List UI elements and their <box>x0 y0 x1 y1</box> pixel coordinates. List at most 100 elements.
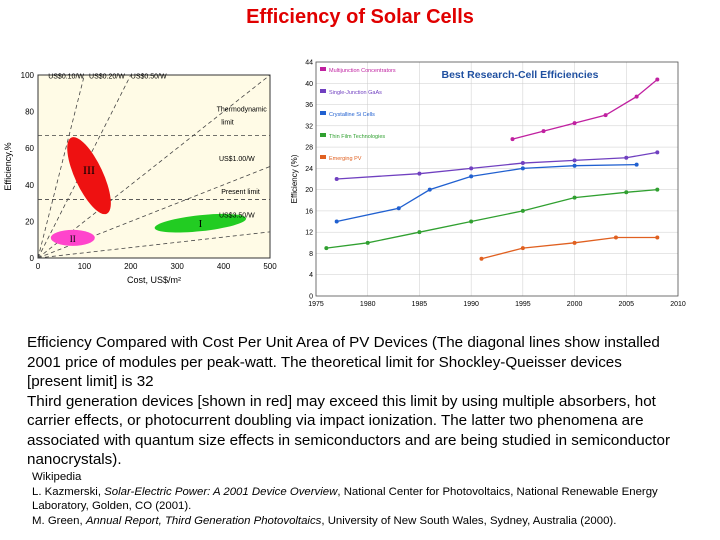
price-label: US$0.20/W <box>89 74 125 81</box>
y-axis-label: Efficiency (%) <box>290 154 299 203</box>
x-tick-label: 0 <box>36 262 41 271</box>
ref2-rest: , University of New South Wales, Sydney,… <box>321 514 617 527</box>
series-point <box>634 94 639 99</box>
y-tick-label: 40 <box>305 81 313 88</box>
series-point <box>572 158 577 163</box>
series-point <box>655 77 660 82</box>
references: Wikipedia L. Kazmerski, Solar-Electric P… <box>32 470 712 528</box>
series-point <box>572 121 577 126</box>
series-point <box>469 219 474 224</box>
legend-label: Crystalline Si Cells <box>329 112 375 118</box>
y-tick-label: 36 <box>305 102 313 109</box>
series-line <box>512 79 658 140</box>
chart-title: Best Research-Cell Efficiencies <box>442 69 599 81</box>
x-tick-label: 300 <box>171 262 185 271</box>
reference-source: Wikipedia <box>32 471 82 483</box>
series-point <box>427 187 432 192</box>
region-I <box>154 213 247 233</box>
caption-line: associated with quantum size effects in … <box>27 431 671 449</box>
series-point <box>624 190 629 195</box>
x-tick-label: 2000 <box>567 301 583 308</box>
series-point <box>655 150 660 155</box>
legend-label: Multijunction Concentrators <box>329 68 396 74</box>
price-label: US$0.10/W <box>48 74 84 81</box>
series-point <box>334 177 339 181</box>
caption-line: [present limit] is 32 <box>27 373 154 390</box>
y-tick-label: 60 <box>25 144 34 153</box>
region-label: III <box>83 163 95 177</box>
y-tick-label: 0 <box>30 254 35 263</box>
x-tick-label: 2010 <box>670 301 686 308</box>
research-cell-efficiency-chart: 0 4 8 12 16 20 24 28 32 36 40 44 1975 1980 1985 1990 199… <box>288 58 713 313</box>
x-tick-label: 1975 <box>308 301 324 308</box>
series-point <box>479 256 484 261</box>
y-tick-label: 0 <box>309 294 313 301</box>
series-point <box>572 163 577 168</box>
ref1-authors: L. Kazmerski, <box>32 485 105 498</box>
x-tick-label: 500 <box>263 262 277 271</box>
series-point <box>634 162 639 167</box>
price-line <box>37 74 132 259</box>
series-point <box>510 137 515 142</box>
caption-line: Third generation devices [shown in red] … <box>27 392 656 410</box>
series-point <box>655 235 660 240</box>
x-tick-label: 100 <box>78 262 92 271</box>
legend-swatch <box>320 111 326 115</box>
series-point <box>520 246 525 251</box>
series-point <box>603 113 608 118</box>
ref1-rest: , National Center for Photovoltaics, Nat… <box>337 485 658 498</box>
limit-label: Thermodynamic <box>217 107 268 114</box>
chart-background <box>288 58 713 313</box>
series-point <box>520 166 525 171</box>
price-label: US$3.50/W <box>219 213 255 220</box>
limit-label: limit <box>221 119 233 126</box>
series-point <box>520 208 525 213</box>
series-point <box>365 240 370 245</box>
legend-label: Emerging PV <box>329 156 362 162</box>
series-point <box>541 129 546 134</box>
series-point <box>334 219 339 224</box>
y-tick-label: 32 <box>305 123 313 130</box>
reference-2: M. Green, Annual Report, Third Generatio… <box>32 514 712 529</box>
y-tick-label: 40 <box>25 181 34 190</box>
y-tick-label: 8 <box>309 251 313 258</box>
reference-1: L. Kazmerski, Solar-Electric Power: A 20… <box>32 485 712 500</box>
y-tick-label: 20 <box>305 187 313 194</box>
caption-line: Efficiency Compared with Cost Per Unit A… <box>27 334 660 351</box>
plot-border <box>315 61 679 297</box>
caption: Efficiency Compared with Cost Per Unit A… <box>27 333 707 470</box>
y-tick-label: 100 <box>21 71 35 80</box>
series-point <box>572 240 577 245</box>
limit-label: Present limit <box>221 189 260 196</box>
x-tick-label: 400 <box>217 262 231 271</box>
x-tick-label: 200 <box>124 262 138 271</box>
x-tick-label: 1985 <box>412 301 428 308</box>
region-label: II <box>70 234 76 244</box>
legend-swatch <box>320 133 326 137</box>
ref2-title: Annual Report, Third Generation Photovol… <box>85 514 322 527</box>
series-point <box>469 166 474 171</box>
y-tick-label: 20 <box>25 217 34 226</box>
y-tick-label: 12 <box>305 230 313 237</box>
y-tick-label: 16 <box>305 208 313 215</box>
series-point <box>572 195 577 200</box>
legend-swatch <box>320 155 326 159</box>
x-tick-label: 2005 <box>618 301 634 308</box>
series-point <box>520 161 525 166</box>
series-point <box>324 246 329 251</box>
y-tick-label: 44 <box>305 60 313 67</box>
series-point <box>624 155 629 160</box>
ref1-title: Solar-Electric Power: A 2001 Device Over… <box>104 485 338 498</box>
price-line <box>37 231 271 259</box>
slide-title: Efficiency of Solar Cells <box>246 6 474 28</box>
y-tick-label: 4 <box>309 272 313 279</box>
legend-swatch <box>320 89 326 93</box>
price-label: US$0.50/W <box>131 74 167 81</box>
price-line <box>37 74 85 259</box>
x-tick-label: 1980 <box>360 301 376 308</box>
series-point <box>396 206 401 211</box>
caption-line: carrier effects, or photocurrent doublin… <box>27 412 644 429</box>
y-tick-label: 28 <box>305 145 313 152</box>
caption-line: nanocrystals). <box>27 451 122 468</box>
